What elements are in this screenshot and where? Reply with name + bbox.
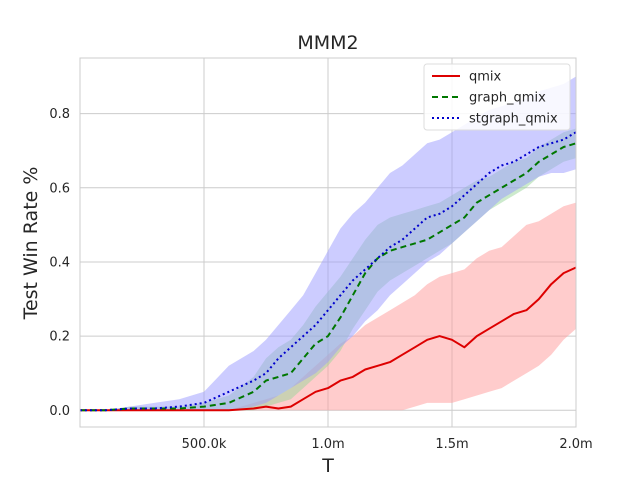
y-tick-label: 0.6 <box>49 181 70 196</box>
stgraph_qmix-line <box>80 131 577 412</box>
y-tick-labels: 0.0 0.2 0.4 0.6 0.8 <box>49 107 70 419</box>
graph_qmix-line <box>80 142 577 412</box>
stgraph_qmix-band <box>80 76 576 411</box>
series-lines <box>80 131 577 412</box>
confidence-bands <box>80 76 576 411</box>
x-tick-label: 1.5m <box>435 437 468 452</box>
legend-box <box>423 63 571 131</box>
x-tick-label: 500.0k <box>182 437 227 452</box>
legend-items: qmix graph_qmix stgraph_qmix <box>432 70 558 127</box>
plot-frame <box>79 57 577 428</box>
x-tick-label: 2.0m <box>559 437 592 452</box>
chart-title: MMM2 <box>297 32 358 54</box>
y-axis-label: Test Win Rate % <box>20 167 42 321</box>
x-tick-labels: 500.0k 1.0m 1.5m 2.0m <box>182 437 593 452</box>
x-axis-label: T <box>321 455 334 477</box>
legend: qmix graph_qmix stgraph_qmix <box>423 63 571 131</box>
x-tick-label: 1.0m <box>311 437 344 452</box>
qmix-band <box>80 202 576 411</box>
y-tick-label: 0.2 <box>49 330 70 345</box>
y-tick-label: 0.4 <box>49 255 70 270</box>
y-tick-label: 0.0 <box>49 404 70 419</box>
stgraph_qmix-legend-label: stgraph_qmix <box>469 112 558 127</box>
graph_qmix-legend-label: graph_qmix <box>469 91 546 106</box>
qmix-legend-label: qmix <box>469 70 502 85</box>
y-tick-label: 0.8 <box>49 107 70 122</box>
qmix-line <box>80 266 577 412</box>
